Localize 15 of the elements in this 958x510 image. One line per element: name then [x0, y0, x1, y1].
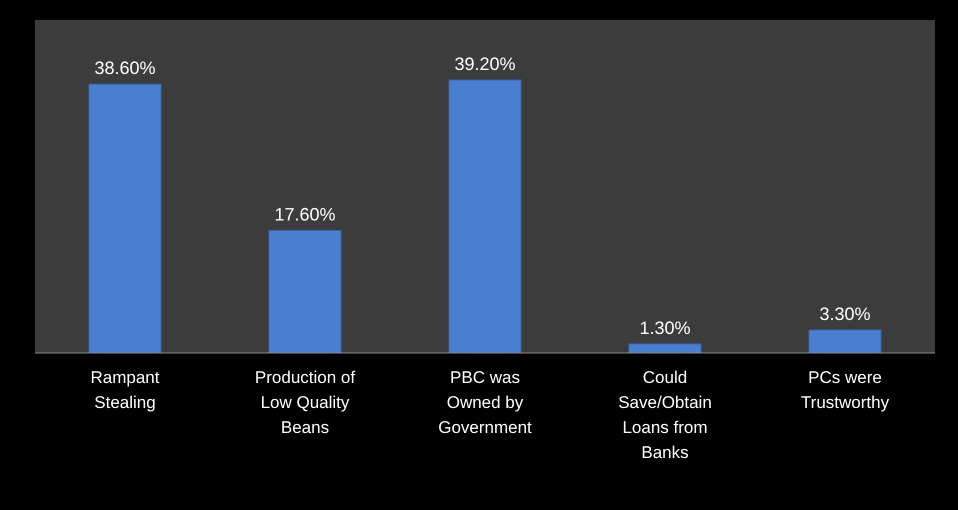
- data-label: 1.30%: [639, 318, 691, 338]
- bar: [808, 330, 882, 354]
- data-label: 38.60%: [94, 58, 156, 78]
- x-tick-label: PBC was Owned by Government: [438, 368, 532, 437]
- x-tick-label: Could Save/Obtain Loans from Banks: [618, 368, 712, 462]
- bar: [88, 84, 162, 354]
- x-tick-label: Production of Low Quality Beans: [254, 368, 356, 437]
- data-label: 17.60%: [274, 204, 336, 224]
- bar: [628, 343, 702, 354]
- data-label: 39.20%: [454, 54, 516, 74]
- x-tick-label: PCs were Trustworthy: [800, 368, 890, 412]
- data-label: 3.30%: [819, 304, 871, 324]
- bar: [448, 80, 522, 354]
- bar: [268, 230, 342, 354]
- x-tick-label: Rampant Stealing: [90, 368, 160, 412]
